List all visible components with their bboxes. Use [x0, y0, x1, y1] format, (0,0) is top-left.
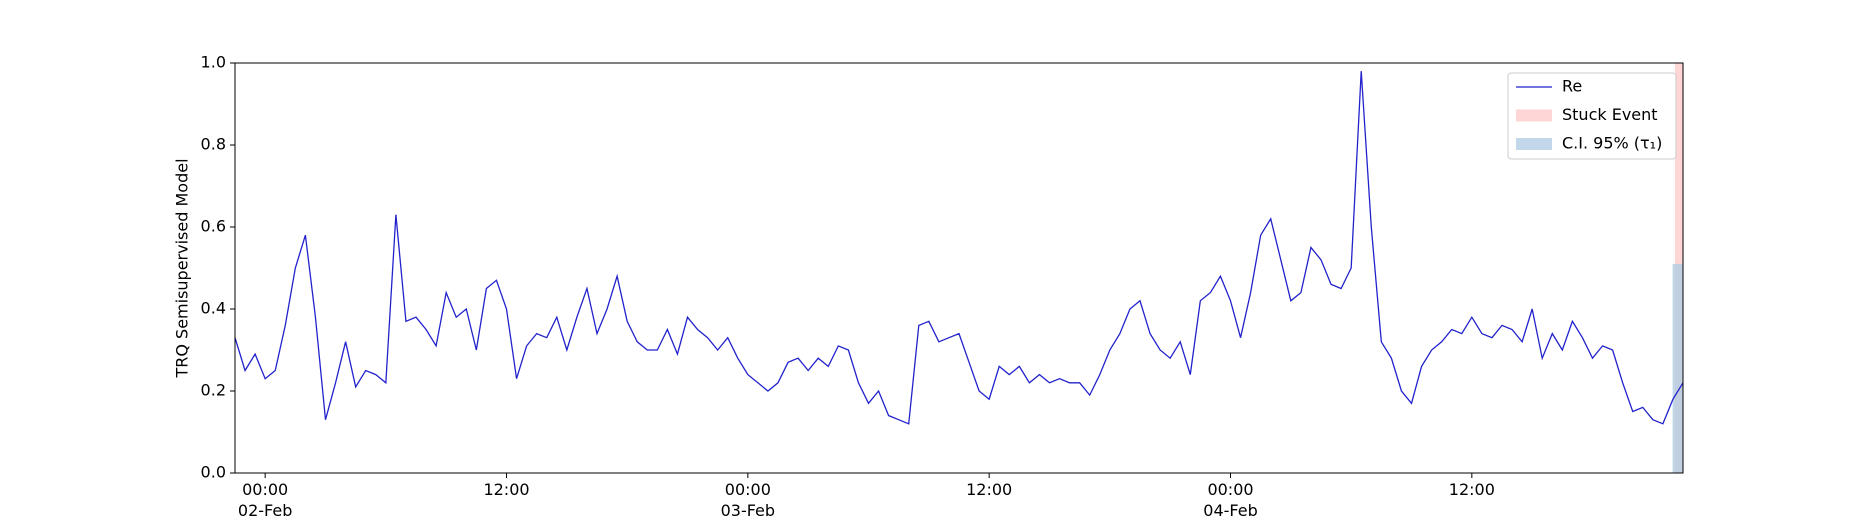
legend-swatch: [1516, 109, 1552, 122]
y-tick-label: 0.2: [201, 381, 226, 400]
line: [234, 71, 1684, 425]
legend-label: Stuck Event: [1562, 105, 1658, 124]
axes-frame: [234, 62, 1684, 474]
legend-swatch: [1516, 138, 1552, 150]
y-tick-label: 0.6: [201, 217, 226, 236]
x-tick-label: 12:00: [483, 480, 530, 499]
x-tick-label: 00:00 02-Feb 1900: [237, 480, 293, 525]
x-tick-label: 00:00 04-Feb: [1203, 480, 1258, 520]
legend-label: C.I. 95% (τ₁): [1562, 134, 1662, 153]
x-tick-label: 00:00 03-Feb: [720, 480, 776, 520]
x-tick-label: 12:00: [1448, 480, 1495, 499]
y-tick-label: 1.0: [201, 53, 226, 72]
y-axis-label: TRQ Semisupervised Model: [173, 158, 192, 378]
legend-label: Re: [1562, 77, 1582, 96]
y-tick-label: 0.8: [201, 135, 226, 154]
y-tick-label: 0.0: [201, 463, 226, 482]
x-tick-label: 12:00: [966, 480, 1013, 499]
shaded-span: [1672, 263, 1683, 473]
y-tick-label: 0.4: [201, 299, 226, 318]
legend-box: [1507, 72, 1677, 160]
